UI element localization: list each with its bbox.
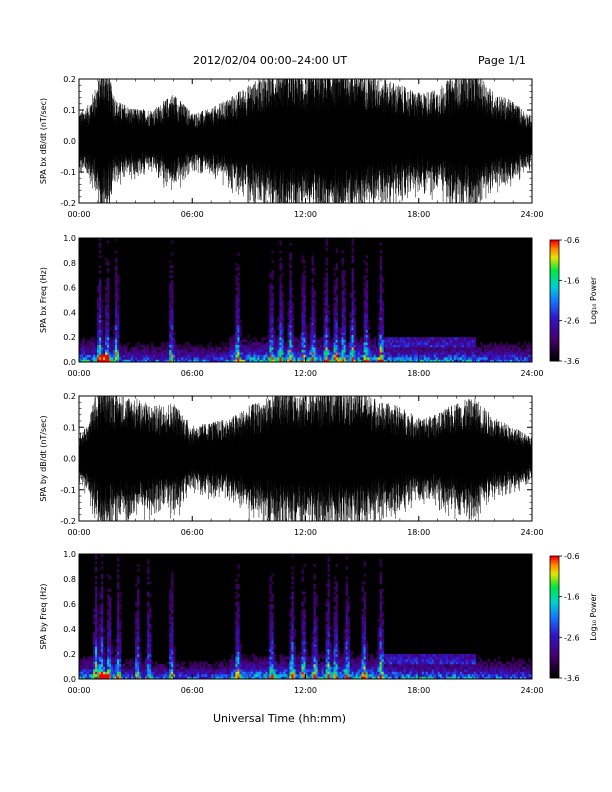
y-axis-label: SPA by dB/dt (nT/sec) <box>39 415 48 501</box>
x-tick-label: 18:00 <box>407 686 430 695</box>
y-tick-label: 0.0 <box>63 358 76 367</box>
y-tick-label: 0.0 <box>63 137 76 146</box>
x-tick-label: 12:00 <box>294 686 317 695</box>
y-tick-label: 0.6 <box>63 284 76 293</box>
y-tick-label: -0.1 <box>60 486 76 495</box>
y-tick-label: 0.2 <box>63 333 76 342</box>
colorbar-tick-label: -0.6 <box>564 236 580 245</box>
y-tick-label: 0.6 <box>63 600 76 609</box>
x-tick-label: 12:00 <box>294 210 317 219</box>
y-tick-label: 0.8 <box>63 259 76 268</box>
y-axis-label: SPA bx Freq (Hz) <box>39 267 48 333</box>
y-axis-label: SPA by Freq (Hz) <box>39 584 48 650</box>
x-tick-label: 18:00 <box>407 369 430 378</box>
colorbar-tick-label: -3.6 <box>564 357 580 366</box>
x-tick-label: 06:00 <box>181 528 204 537</box>
bx-spectrogram-image <box>79 238 533 363</box>
bx-waveform-trace <box>78 79 533 203</box>
colorbar-tick-label: -3.6 <box>564 674 580 683</box>
by-waveform-trace <box>78 396 533 521</box>
y-tick-label: 0.8 <box>63 575 76 584</box>
y-tick-label: 0.4 <box>63 308 76 317</box>
y-axis-label: SPA bx dB/dt (nT/sec) <box>39 98 48 184</box>
bx-waveform-core-band <box>79 113 532 169</box>
y-tick-label: 0.2 <box>63 650 76 659</box>
y-tick-label: 0.2 <box>63 392 76 401</box>
colorbar-tick-label: -1.6 <box>564 276 580 285</box>
colorbar-label: Log₁₀ Power <box>589 593 598 641</box>
y-tick-label: -0.2 <box>60 199 76 208</box>
y-tick-label: 0.0 <box>63 455 76 464</box>
colorbar <box>549 239 560 362</box>
x-tick-label: 24:00 <box>520 686 543 695</box>
y-tick-label: -0.1 <box>60 168 76 177</box>
x-tick-label: 18:00 <box>407 528 430 537</box>
colorbar <box>549 555 560 679</box>
x-tick-label: 06:00 <box>181 210 204 219</box>
y-tick-label: 0.4 <box>63 625 76 634</box>
x-tick-label: 06:00 <box>181 369 204 378</box>
y-tick-label: 0.0 <box>63 675 76 684</box>
x-tick-label: 12:00 <box>294 369 317 378</box>
colorbar-tick-label: -1.6 <box>564 593 580 602</box>
x-axis-label: Universal Time (hh:mm) <box>213 712 346 725</box>
x-tick-label: 24:00 <box>520 210 543 219</box>
x-tick-label: 12:00 <box>294 528 317 537</box>
y-tick-label: 1.0 <box>63 234 76 243</box>
x-tick-label: 24:00 <box>520 369 543 378</box>
by-spectrogram-image <box>79 554 533 680</box>
x-tick-label: 06:00 <box>181 686 204 695</box>
x-tick-label: 24:00 <box>520 528 543 537</box>
colorbar-tick-label: -2.6 <box>564 633 580 642</box>
x-tick-label: 18:00 <box>407 210 430 219</box>
y-tick-label: 0.1 <box>63 423 76 432</box>
x-tick-label: 00:00 <box>67 528 90 537</box>
x-tick-label: 00:00 <box>67 369 90 378</box>
colorbar-label: Log₁₀ Power <box>589 276 598 324</box>
page-title: 2012/02/04 00:00–24:00 UT <box>193 54 348 67</box>
y-tick-label: -0.2 <box>60 517 76 526</box>
y-tick-label: 1.0 <box>63 550 76 559</box>
y-tick-label: 0.2 <box>63 75 76 84</box>
colorbar-tick-label: -2.6 <box>564 317 580 326</box>
y-tick-label: 0.1 <box>63 106 76 115</box>
x-tick-label: 00:00 <box>67 686 90 695</box>
colorbar-tick-label: -0.6 <box>564 552 580 561</box>
x-tick-label: 00:00 <box>67 210 90 219</box>
page-number: Page 1/1 <box>478 54 526 67</box>
by-waveform-core-band <box>79 430 532 487</box>
